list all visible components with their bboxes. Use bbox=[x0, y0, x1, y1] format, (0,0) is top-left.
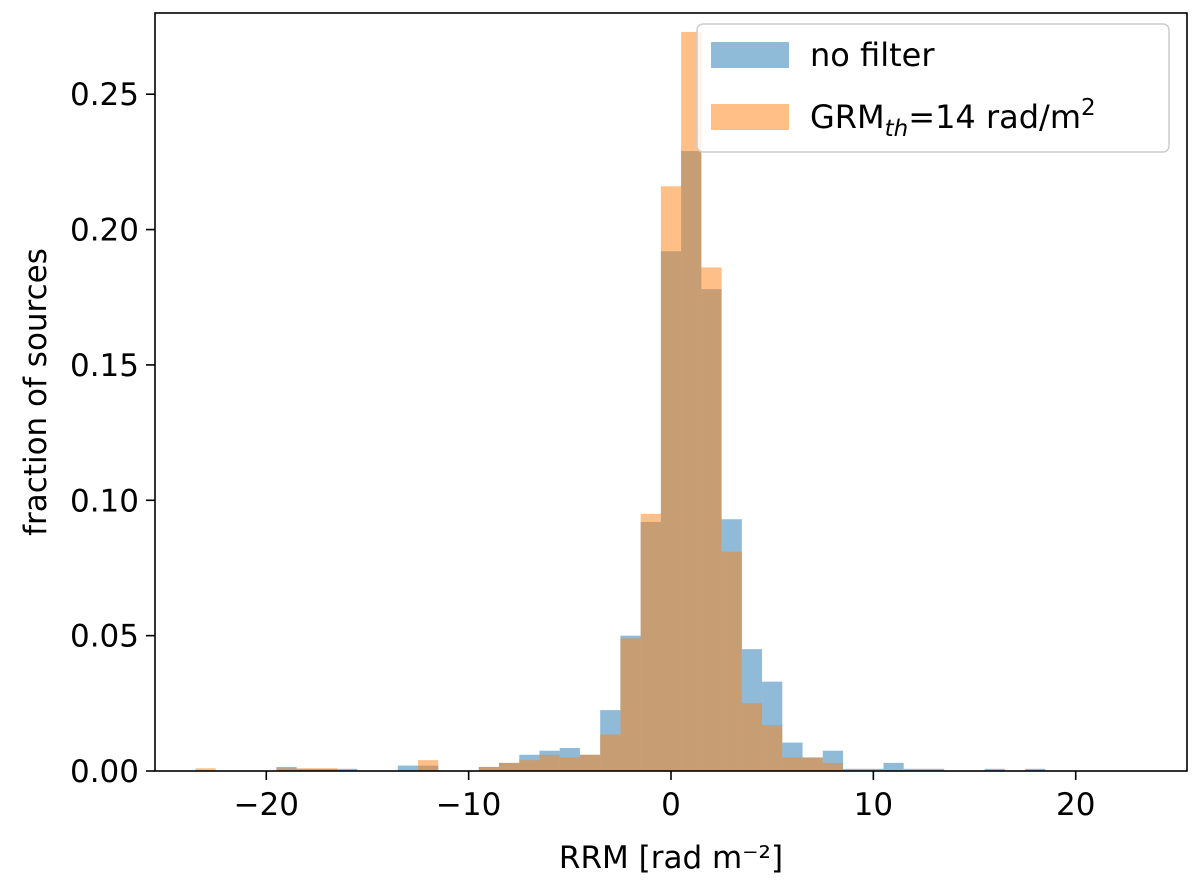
series-grm bbox=[195, 31, 843, 771]
bar-grm-17 bbox=[741, 703, 763, 771]
legend-label-grm: GRMth=14 rad/m2 bbox=[810, 95, 1096, 142]
y-tick-label: 0.15 bbox=[70, 348, 139, 384]
bar-grm-11 bbox=[620, 638, 641, 771]
bar-grm-13 bbox=[660, 186, 682, 771]
bar-grm-20 bbox=[802, 757, 823, 771]
bar-no_filter-3 bbox=[397, 765, 419, 771]
bar-grm-7 bbox=[539, 754, 560, 771]
bar-grm-6 bbox=[519, 760, 540, 771]
bar-grm-14 bbox=[681, 31, 702, 771]
bar-grm-3 bbox=[418, 760, 439, 771]
bar-no_filter-27 bbox=[923, 768, 945, 771]
bars-layer bbox=[195, 31, 1046, 772]
legend-label-grm-superscript: 2 bbox=[1081, 95, 1096, 121]
y-axis-title: fraction of sources bbox=[18, 248, 54, 536]
bar-grm-8 bbox=[559, 757, 580, 771]
x-tick-label: 0 bbox=[661, 787, 681, 823]
bar-no_filter-23 bbox=[843, 768, 864, 771]
bar-grm-18 bbox=[762, 724, 783, 771]
bar-grm-1 bbox=[276, 768, 297, 771]
y-tick-label: 0.20 bbox=[70, 213, 139, 249]
bar-grm-10 bbox=[600, 734, 621, 771]
bar-grm-12 bbox=[640, 513, 661, 771]
legend-box bbox=[696, 23, 1170, 153]
legend-label-grm-middle: =14 rad/m bbox=[908, 98, 1081, 136]
y-axis: 0.00 0.05 0.10 0.15 0.20 0.25 bbox=[70, 77, 155, 790]
bar-no_filter-25 bbox=[883, 762, 904, 771]
bar-grm-21 bbox=[822, 762, 843, 771]
x-tick-label: 20 bbox=[1056, 787, 1095, 823]
bar-grm-4 bbox=[478, 766, 499, 771]
bar-no_filter-2 bbox=[337, 768, 358, 771]
bar-no_filter-29 bbox=[1025, 768, 1046, 771]
bar-grm-19 bbox=[782, 757, 803, 771]
x-tick-label: 10 bbox=[854, 787, 893, 823]
bar-grm-2 bbox=[296, 768, 338, 771]
y-tick-label: 0.00 bbox=[70, 754, 139, 790]
bar-no_filter-26 bbox=[903, 768, 924, 771]
bar-grm-15 bbox=[701, 267, 722, 771]
y-tick-label: 0.10 bbox=[70, 483, 139, 519]
legend: no filter GRMth=14 rad/m2 bbox=[696, 23, 1170, 153]
x-tick-label: −10 bbox=[436, 787, 501, 823]
x-axis-title: RRM [rad m⁻²] bbox=[559, 840, 783, 876]
y-tick-label: 0.25 bbox=[70, 77, 139, 113]
x-tick-label: −20 bbox=[234, 787, 299, 823]
x-axis: −20 −10 0 10 20 bbox=[234, 771, 1095, 823]
legend-label-no-filter: no filter bbox=[810, 36, 935, 74]
bar-grm-9 bbox=[579, 754, 601, 771]
y-tick-label: 0.05 bbox=[70, 619, 139, 655]
legend-swatch-grm bbox=[711, 104, 789, 130]
bar-no_filter-24 bbox=[863, 768, 884, 771]
legend-label-grm-prefix: GRM bbox=[810, 98, 885, 136]
legend-swatch-no-filter bbox=[711, 42, 789, 68]
bar-no_filter-28 bbox=[984, 768, 1005, 771]
legend-label-grm-subscript: th bbox=[885, 116, 909, 142]
bar-grm-0 bbox=[195, 768, 216, 771]
bar-grm-16 bbox=[721, 551, 742, 771]
bar-grm-5 bbox=[499, 762, 520, 771]
